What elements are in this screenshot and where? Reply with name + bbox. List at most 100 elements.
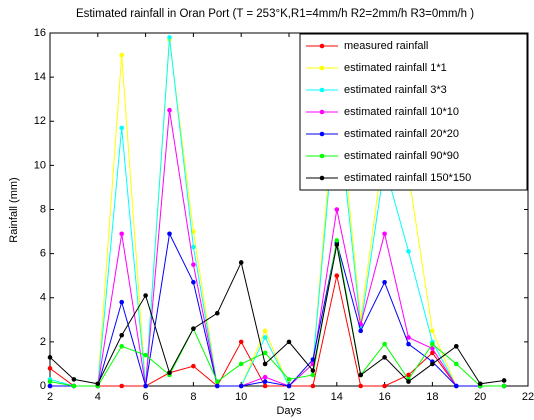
data-point	[430, 346, 435, 351]
data-point	[119, 343, 124, 349]
data-point	[119, 299, 124, 305]
series-line	[49, 275, 505, 387]
data-point	[47, 383, 53, 389]
legend-marker	[319, 65, 325, 71]
data-point	[119, 383, 124, 389]
data-point	[167, 370, 172, 376]
y-tick-label: 6	[40, 248, 46, 260]
data-point	[430, 350, 435, 356]
data-point	[406, 379, 411, 384]
legend-marker	[319, 153, 325, 159]
data-point	[262, 379, 268, 384]
data-point	[215, 383, 220, 389]
data-point	[310, 368, 316, 373]
data-point	[454, 343, 459, 349]
x-tick-label: 10	[235, 391, 247, 403]
legend-label: estimated rainfall 90*90	[344, 150, 459, 162]
data-point	[95, 381, 101, 387]
data-point	[191, 280, 196, 285]
data-point	[47, 366, 53, 371]
data-point	[334, 273, 340, 278]
data-point	[382, 341, 387, 347]
data-point	[238, 339, 244, 345]
x-tick-label: 4	[95, 391, 101, 403]
data-point	[71, 383, 77, 389]
data-point	[47, 379, 53, 384]
data-point	[358, 328, 364, 334]
y-tick-label: 2	[40, 336, 46, 348]
legend-label: estimated rainfall 20*20	[344, 128, 459, 140]
y-tick-label: 4	[40, 292, 46, 304]
y-tick-label: 12	[34, 115, 46, 127]
series-line	[49, 37, 505, 387]
series-line	[49, 244, 505, 385]
data-point	[382, 231, 387, 237]
data-point	[191, 262, 196, 267]
data-point	[238, 383, 244, 389]
legend-label: estimated rainfall 10*10	[344, 106, 459, 118]
data-point	[382, 280, 387, 285]
data-point	[119, 52, 124, 58]
data-point	[406, 372, 411, 378]
data-point	[143, 293, 148, 298]
legend-marker	[319, 43, 325, 49]
data-point	[71, 377, 77, 382]
data-point	[238, 361, 244, 367]
data-point	[430, 341, 435, 347]
data-point	[215, 310, 220, 316]
data-point	[454, 361, 459, 367]
series-line	[50, 39, 505, 387]
data-point	[119, 332, 124, 338]
data-point	[167, 35, 172, 40]
legend-label: measured rainfall	[344, 40, 428, 52]
legend-marker	[319, 87, 325, 93]
data-point	[310, 383, 316, 389]
data-point	[286, 383, 292, 389]
x-tick-label: 22	[522, 391, 534, 403]
data-point	[191, 363, 196, 369]
y-tick-label: 8	[40, 203, 46, 215]
x-tick-label: 20	[474, 391, 486, 403]
data-point	[167, 107, 172, 113]
x-axis-label: Days	[276, 405, 302, 417]
y-axis-label: Rainfall (mm)	[8, 177, 20, 242]
legend-label: estimated rainfall 1*1	[344, 62, 447, 74]
data-point	[167, 231, 172, 237]
data-point	[119, 125, 124, 131]
y-tick-label: 10	[34, 159, 46, 171]
data-point	[454, 383, 459, 389]
series-line	[50, 110, 505, 387]
data-point	[143, 352, 148, 358]
y-tick-label: 14	[34, 71, 46, 83]
data-point	[406, 335, 411, 340]
data-point	[262, 383, 268, 389]
data-point	[191, 244, 196, 250]
data-point	[334, 238, 340, 243]
data-point	[262, 374, 268, 380]
data-point	[501, 383, 507, 389]
x-tick-label: 16	[378, 391, 390, 403]
x-tick-label: 18	[426, 391, 438, 403]
series-line	[50, 232, 505, 387]
data-point	[310, 372, 316, 378]
data-point	[47, 355, 53, 360]
series-line	[49, 240, 505, 387]
data-point	[262, 361, 268, 367]
data-point	[382, 383, 387, 389]
data-point	[430, 328, 435, 334]
x-tick-label: 2	[47, 391, 53, 403]
data-point	[406, 249, 411, 254]
data-point	[286, 377, 292, 382]
legend-marker	[319, 109, 325, 115]
x-tick-label: 6	[143, 391, 149, 403]
data-point	[119, 231, 124, 237]
chart-title: Estimated rainfall in Oran Port (T = 253…	[76, 8, 474, 20]
legend-label: estimated rainfall 150*150	[344, 172, 471, 184]
data-point	[477, 381, 483, 387]
data-point	[262, 350, 268, 356]
x-tick-label: 8	[190, 391, 196, 403]
legend-marker	[319, 131, 325, 137]
data-point	[310, 357, 316, 362]
data-point	[430, 361, 435, 367]
